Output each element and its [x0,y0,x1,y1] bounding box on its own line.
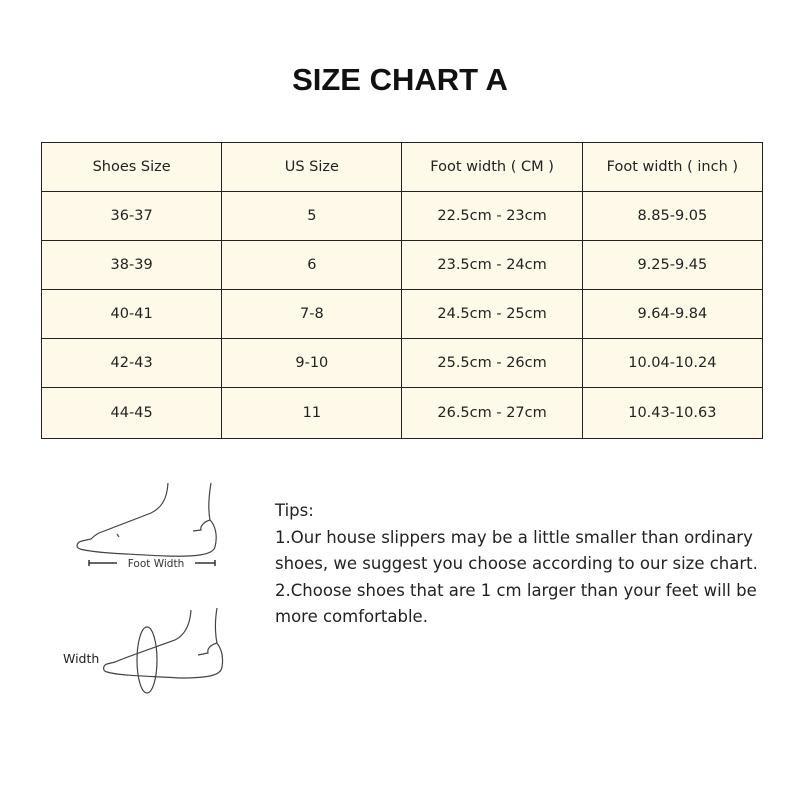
header-cell: Shoes Size [40,142,223,192]
foot-width-label: Foot Width [128,558,184,570]
size-chart-table: Shoes Size US Size Foot width ( CM ) Foo… [40,142,764,439]
header-cell: US Size [221,142,403,192]
table-cell: 10.43-10.63 [581,387,764,439]
foot-side-view-icon [76,482,217,557]
table-row: 44-45 11 26.5cm - 27cm 10.43-10.63 [40,387,764,439]
table-header-row: Shoes Size US Size Foot width ( CM ) Foo… [40,142,764,192]
header-cell: Foot width ( inch ) [581,142,764,192]
table-cell: 36-37 [40,191,223,241]
width-label: Width [63,651,99,666]
table-cell: 24.5cm - 25cm [401,289,583,339]
table-cell: 9.64-9.84 [581,289,764,339]
table-cell: 10.04-10.24 [581,338,764,388]
table-row: 42-43 9-10 25.5cm - 26cm 10.04-10.24 [40,338,764,388]
table-row: 40-41 7-8 24.5cm - 25cm 9.64-9.84 [40,289,764,339]
foot-width-dimension-line [88,560,216,566]
table-cell: 11 [221,387,403,439]
table-cell: 8.85-9.05 [581,191,764,241]
header-cell: Foot width ( CM ) [401,142,583,192]
table-cell: 5 [221,191,403,241]
table-cell: 40-41 [40,289,223,339]
table-cell: 42-43 [40,338,223,388]
tip-item: 1.Our house slippers may be a little sma… [275,527,758,574]
table-cell: 25.5cm - 26cm [401,338,583,388]
table-row: 36-37 5 22.5cm - 23cm 8.85-9.05 [40,191,764,241]
tip-item: 2.Choose shoes that are 1 cm larger than… [275,580,757,627]
table-cell: 7-8 [221,289,403,339]
table-row: 38-39 6 23.5cm - 24cm 9.25-9.45 [40,240,764,290]
foot-width-circumference-icon [103,607,224,694]
table-cell: 6 [221,240,403,290]
table-cell: 9-10 [221,338,403,388]
tips-heading: Tips: [275,501,314,520]
foot-measurement-illustration: Foot Width Width [63,482,224,694]
table-cell: 26.5cm - 27cm [401,387,583,439]
table-cell: 22.5cm - 23cm [401,191,583,241]
table-cell: 23.5cm - 24cm [401,240,583,290]
table-cell: 44-45 [40,387,223,439]
page-title: SIZE CHART A [292,62,508,97]
tips-section: Tips: 1.Our house slippers may be a litt… [275,498,775,631]
table-cell: 9.25-9.45 [581,240,764,290]
table-cell: 38-39 [40,240,223,290]
